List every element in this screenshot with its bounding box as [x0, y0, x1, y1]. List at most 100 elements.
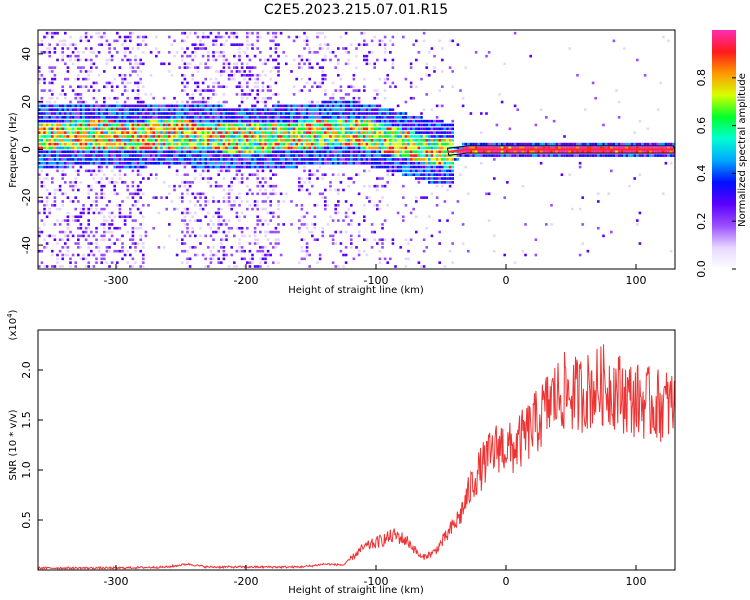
spectrogram-cell [256, 100, 259, 104]
spectrogram-cell [303, 154, 306, 157]
spectrogram-cell [448, 181, 452, 184]
spectrogram-cell [334, 89, 337, 92]
spectrogram-cell [438, 39, 441, 43]
spectrogram-cell [191, 93, 194, 96]
spectrogram-cell [61, 257, 64, 261]
spectrogram-cell [105, 249, 109, 253]
spectrogram-cell [181, 150, 184, 154]
spectrogram-cell [664, 142, 668, 146]
spectrogram-cell [428, 51, 431, 54]
spectrogram-cell [248, 58, 252, 62]
spectrogram-cell [118, 127, 122, 131]
spectrogram-cell [100, 119, 103, 123]
spectrogram-cell [149, 158, 153, 161]
spectrogram-cell [290, 138, 293, 142]
spectrogram-cell [282, 158, 285, 161]
spectrogram-cell [40, 135, 44, 138]
spectrogram-cell [71, 131, 75, 134]
spectrogram-cell [513, 142, 517, 146]
spectrogram-cell [191, 230, 194, 234]
spectrogram-cell [373, 112, 376, 115]
spectrogram-cell [142, 131, 145, 134]
spectrogram-cell [365, 116, 369, 119]
spectrogram-cell [425, 131, 428, 134]
spectrogram-cell [168, 116, 171, 119]
spectrogram-cell [214, 161, 218, 165]
spectrogram-cell [243, 116, 246, 119]
spectrogram-cell [155, 173, 158, 176]
spectrogram-cell [43, 81, 46, 85]
spectrogram-cell [129, 150, 132, 154]
spectrogram-cell [378, 200, 382, 203]
spectrogram-cell [139, 96, 142, 100]
spectrogram-cell [264, 150, 267, 154]
spectrogram-cell [207, 161, 210, 165]
spectrogram-cell [287, 138, 291, 142]
spectrogram-cell [300, 146, 304, 150]
spectrogram-cell [269, 127, 272, 131]
spectrogram-cell [324, 158, 327, 161]
spectrogram-cell [599, 150, 603, 154]
spectrogram-cell [253, 150, 257, 154]
spectrogram-cell [123, 146, 127, 150]
spectrogram-cell [331, 142, 335, 146]
spectrogram-cell [238, 116, 241, 119]
spectrogram-cell [222, 188, 226, 192]
spectrogram-cell [347, 108, 350, 111]
spectrogram-cell [142, 146, 145, 150]
spectrogram-cell [246, 150, 249, 154]
spectrogram-cell [61, 253, 64, 257]
spectrogram-cell [272, 192, 275, 196]
spectrogram-cell [123, 131, 127, 134]
spectrogram-cell [264, 135, 267, 138]
spectrogram-cell [347, 150, 350, 154]
spectrogram-cell [350, 242, 353, 245]
spectrogram-cell [344, 150, 348, 154]
spectrogram-cell [40, 165, 44, 169]
spectrogram-cell [152, 138, 155, 142]
spectrogram-cell [261, 123, 265, 127]
spectrogram-cell [217, 35, 220, 39]
spectrogram-cell [368, 108, 371, 111]
spectrogram-cell [253, 85, 257, 89]
spectrogram-cell [95, 104, 98, 108]
spectrogram-cell [342, 123, 345, 127]
spectrogram-cell [56, 169, 59, 173]
spectrogram-cell [256, 112, 259, 115]
spectrogram-cell [259, 230, 262, 234]
spectrogram-cell [222, 35, 226, 39]
spectrogram-cell [97, 158, 101, 161]
spectrogram-cell [305, 246, 309, 249]
spectrogram-cell [412, 131, 415, 134]
spectrogram-cell [188, 104, 192, 108]
spectrogram-cell [305, 108, 309, 111]
spectrogram-cell [134, 112, 137, 115]
spectrogram-cell [199, 108, 202, 111]
spectrogram-cell [139, 158, 142, 161]
spectrogram-cell [129, 138, 132, 142]
spectrogram-cell [116, 265, 119, 268]
spectrogram-cell [376, 161, 379, 165]
spectrogram-cell [217, 119, 220, 123]
spectrogram-cell [357, 150, 361, 154]
spectrogram-cell [357, 154, 361, 157]
spectrogram-cell [230, 119, 233, 123]
spectrogram-cell [123, 108, 127, 111]
spectrogram-cell [40, 51, 44, 54]
spectrogram-cell [357, 108, 361, 111]
spectrogram-cell [485, 112, 488, 115]
spectrogram-cell [407, 142, 410, 146]
spectrogram-cell [308, 154, 311, 157]
spectrogram-cell [113, 112, 116, 115]
spectrogram-cell [79, 127, 83, 131]
spectrogram-cell [82, 158, 85, 161]
spectrogram-cell [412, 146, 415, 150]
spectrogram-cell [136, 123, 140, 127]
spectrogram-cell [508, 154, 512, 157]
spectrogram-cell [256, 154, 259, 157]
spectrogram-cell [266, 127, 270, 131]
spectrogram-cell [594, 150, 597, 154]
spectrogram-cell [409, 161, 413, 165]
spectrogram-cell [383, 35, 387, 39]
spectrogram-cell [347, 207, 350, 211]
